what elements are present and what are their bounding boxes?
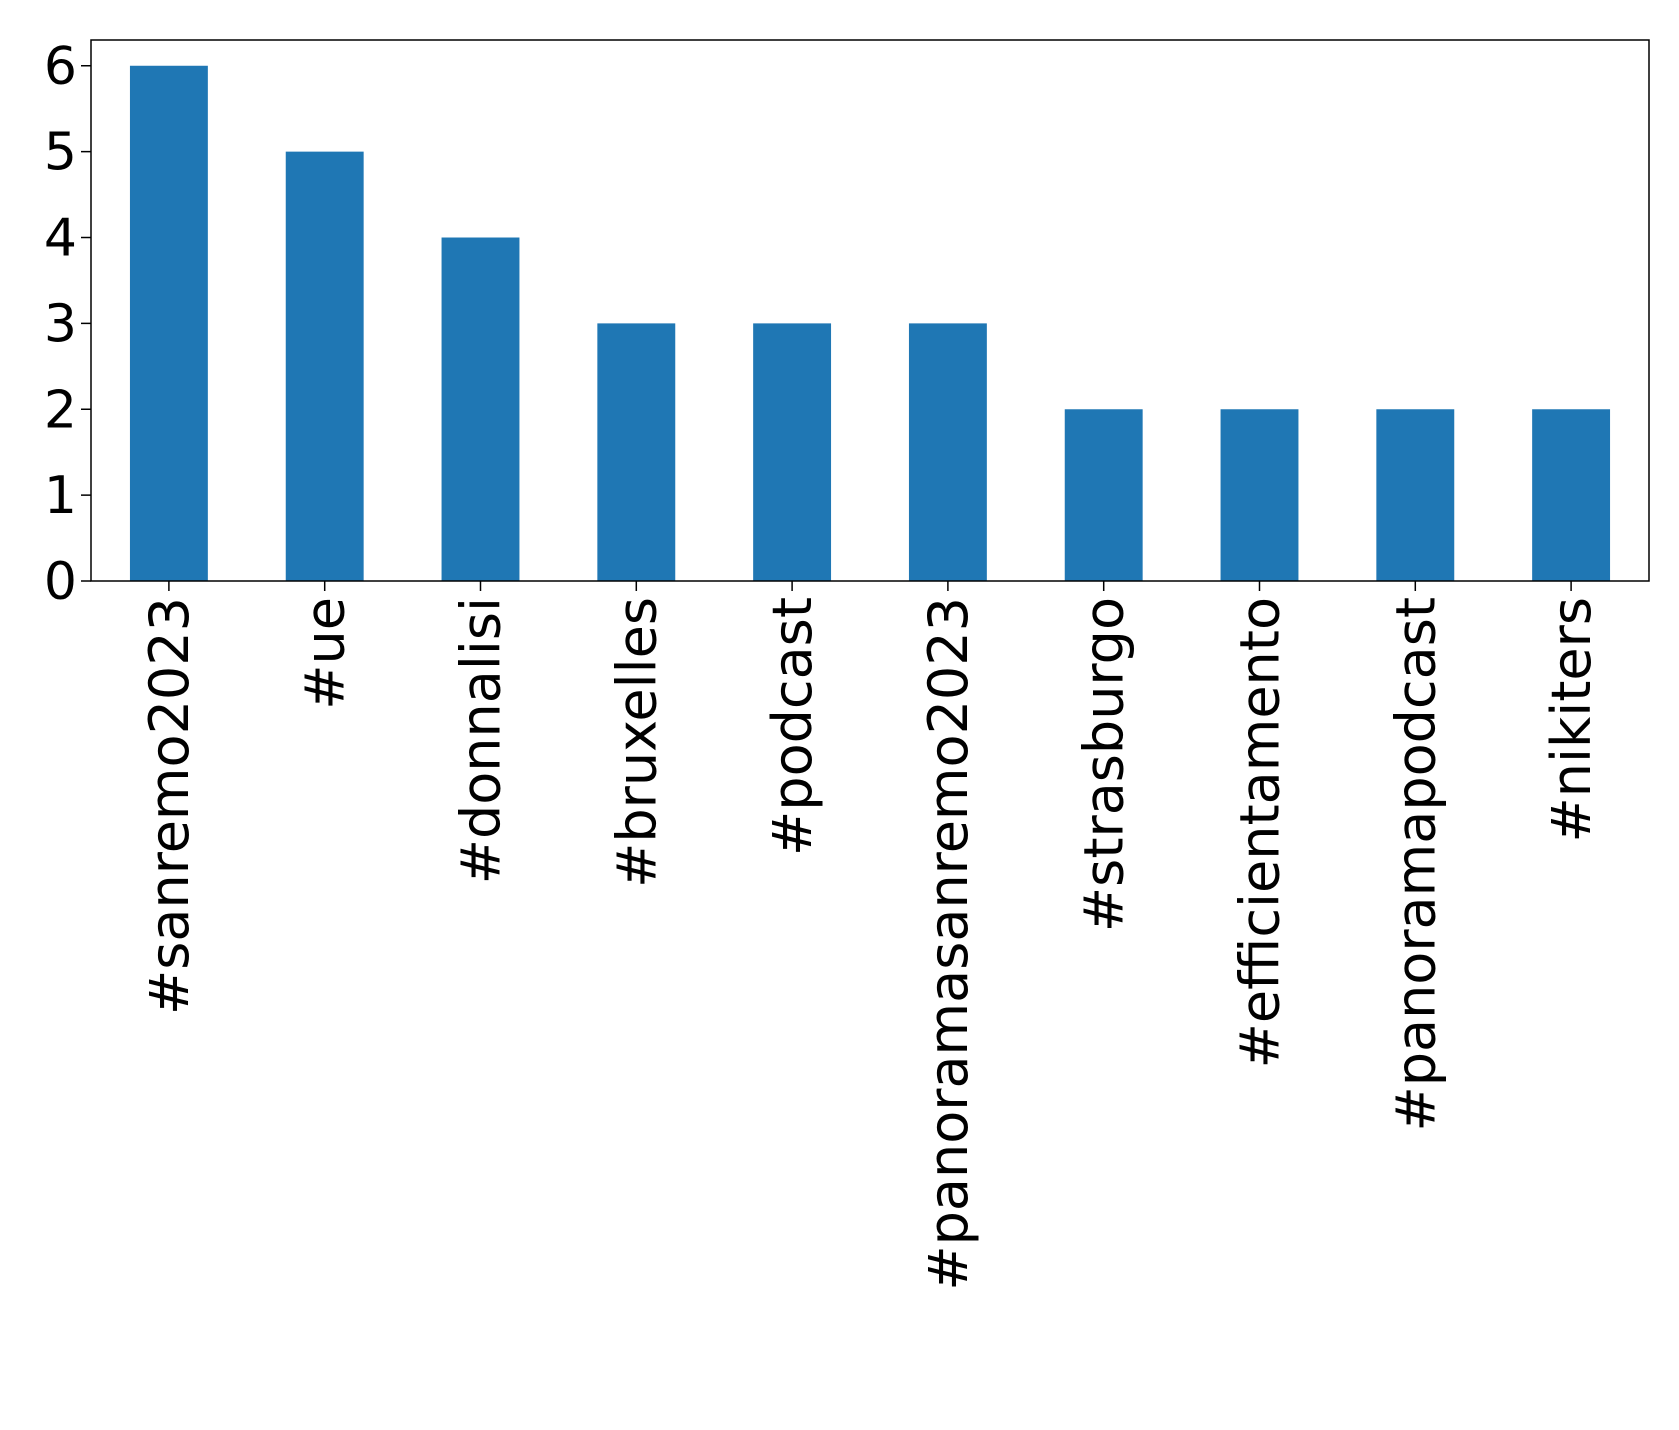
bar: [1376, 409, 1455, 581]
bar: [1064, 409, 1143, 581]
x-tick-label: #efficientamento: [1229, 597, 1292, 1068]
bar: [285, 151, 364, 581]
x-tick-label: #podcast: [761, 597, 824, 856]
y-tick-label: 1: [44, 466, 77, 526]
bar: [441, 237, 520, 581]
bar: [129, 65, 208, 581]
bar: [1532, 409, 1611, 581]
x-tick-label: #panoramasanremo2023: [917, 597, 980, 1291]
x-tick-label: #bruxelles: [605, 597, 668, 888]
x-tick-label: #strasburgo: [1073, 597, 1136, 932]
y-tick-label: 2: [44, 380, 77, 440]
y-tick-label: 0: [44, 552, 77, 612]
y-tick-label: 3: [44, 294, 77, 354]
bar: [908, 323, 987, 581]
x-tick-label: #donnalisi: [450, 597, 513, 884]
y-tick-label: 6: [44, 37, 77, 97]
x-tick-label: #nikiters: [1540, 597, 1603, 842]
bar: [753, 323, 832, 581]
x-tick-label: #panoramapodcast: [1384, 597, 1447, 1132]
y-tick-label: 4: [44, 209, 77, 269]
y-tick-label: 5: [44, 123, 77, 183]
x-tick-label: #ue: [294, 597, 357, 710]
plot-frame: [90, 39, 1650, 582]
x-tick-label: #sanremo2023: [138, 597, 201, 1015]
bar: [1220, 409, 1299, 581]
bar: [597, 323, 676, 581]
